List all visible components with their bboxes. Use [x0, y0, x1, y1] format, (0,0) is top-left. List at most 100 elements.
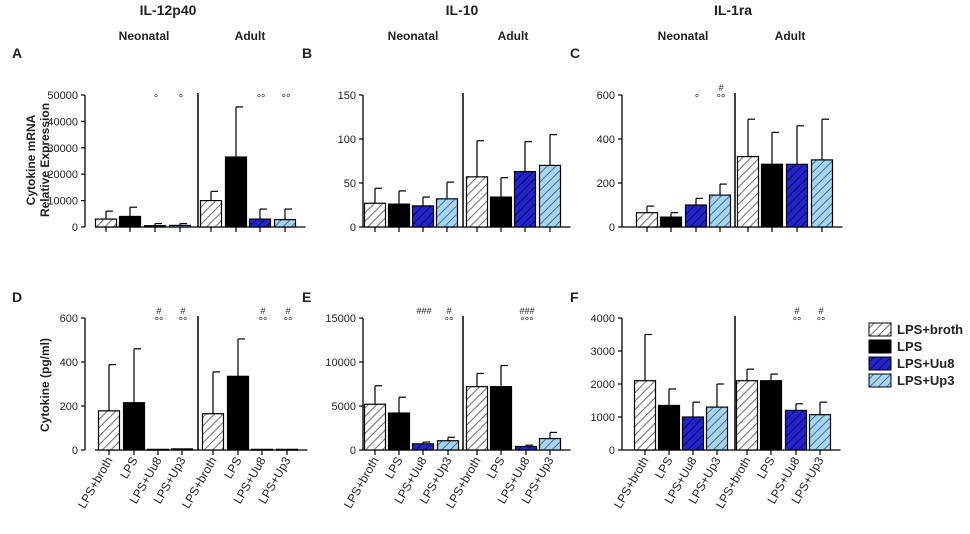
bar-c-uu8-2	[684, 204, 708, 228]
bar-b-uu8-2	[411, 205, 435, 228]
group-label-b-0: Neonatal	[388, 29, 439, 43]
column-title-il10: IL-10	[446, 2, 479, 18]
bar-f-lps-1	[657, 404, 681, 451]
x-tick-label-d-1: LPS	[117, 455, 140, 482]
y-tick-label-e-1: 5000	[332, 401, 356, 413]
annotation-hash-e-1: #	[446, 306, 451, 316]
annotation-circle-d-2: °°	[259, 316, 268, 328]
bar-b-lps-5	[489, 196, 513, 228]
y-tick-label-d-0: 0	[72, 445, 78, 457]
annotation-circle-e-2: °°°	[520, 316, 533, 328]
legend-label-up3: LPS+Up3	[897, 373, 954, 388]
y-tick-label-b-0: 0	[350, 222, 356, 234]
y-tick-label-f-4: 4000	[591, 313, 615, 325]
bar-e-lps-1	[387, 412, 411, 451]
x-tick-label-e-0: LPS+broth	[341, 455, 382, 511]
group-label-a-1: Adult	[235, 29, 266, 43]
x-tick-label-f-1: LPS	[652, 455, 675, 482]
panel-letter-e: E	[302, 289, 311, 305]
panel-letter-a: A	[12, 45, 22, 61]
annotation-circle-a-2: °°	[257, 93, 266, 105]
bar-e-broth-0	[363, 403, 387, 451]
y-tick-label-f-2: 2000	[591, 379, 615, 391]
bar-a-uu8-2	[143, 225, 167, 228]
bar-b-broth-0	[363, 202, 387, 228]
y-tick-label-c-2: 400	[597, 134, 615, 146]
bar-c-up3-3	[708, 194, 732, 228]
bar-a-up3-7	[273, 219, 297, 228]
bar-e-lps-5	[489, 386, 513, 451]
y-tick-label-b-3: 150	[338, 90, 356, 102]
x-tick-label-d-0: LPS+broth	[75, 455, 116, 511]
y-tick-label-a-5: 50000	[47, 90, 78, 102]
bar-c-lps-1	[659, 216, 683, 228]
annotation-circle-f-1: °°	[817, 316, 826, 328]
y-tick-label-c-3: 600	[597, 90, 615, 102]
annotation-circle-f-0: °°	[793, 316, 802, 328]
bar-f-up3-7	[808, 414, 832, 451]
legend-label-lps: LPS	[897, 339, 923, 354]
y-tick-label-d-1: 200	[60, 401, 78, 413]
group-label-b-1: Adult	[498, 29, 529, 43]
bar-a-uu8-6	[248, 218, 272, 228]
bar-d-broth-0	[97, 410, 121, 451]
annotation-circle-c-1: °°	[717, 93, 726, 105]
annotation-circle-a-3: °°	[282, 93, 291, 105]
y-tick-label-f-3: 3000	[591, 346, 615, 358]
annotation-circle-a-1: °	[179, 93, 183, 105]
annotation-hash-c-1: #	[718, 83, 723, 93]
legend-swatch-broth	[868, 322, 892, 337]
bar-e-up3-7	[538, 437, 562, 451]
x-tick-label-e-1: LPS	[382, 455, 405, 482]
x-tick-label-e-5: LPS	[484, 455, 507, 482]
legend-swatch-lps	[868, 339, 892, 354]
legend-swatch-up3	[868, 373, 892, 388]
y-tick-label-a-3: 30000	[47, 143, 78, 155]
annotation-circle-e-1: °°	[445, 316, 454, 328]
annotation-hash-d-0: #	[156, 306, 161, 316]
bar-c-broth-4	[736, 156, 760, 228]
group-label-a-0: Neonatal	[119, 29, 170, 43]
bar-d-broth-4	[201, 413, 225, 451]
bar-e-up3-3	[436, 440, 460, 451]
annotation-circle-a-0: °	[154, 93, 158, 105]
y-tick-label-e-3: 15000	[325, 313, 356, 325]
ylabel-mrna-line1: Cytokine mRNA	[24, 114, 38, 205]
annotation-circle-c-0: °	[695, 93, 699, 105]
bar-e-uu8-6	[514, 445, 538, 451]
column-title-il1ra: IL-1ra	[714, 2, 752, 18]
y-tick-label-e-2: 10000	[325, 357, 356, 369]
y-tick-label-d-2: 400	[60, 357, 78, 369]
bar-a-lps-5	[224, 156, 248, 228]
bar-b-up3-7	[538, 164, 562, 228]
annotation-hash-d-2: #	[260, 306, 265, 316]
column-title-il12p40: IL-12p40	[140, 2, 197, 18]
bar-d-up3-3	[170, 448, 194, 451]
annotation-circle-d-1: °°	[179, 316, 188, 328]
bar-f-broth-4	[735, 380, 759, 451]
y-tick-label-a-1: 10000	[47, 196, 78, 208]
x-tick-label-f-0: LPS+broth	[611, 455, 652, 511]
bar-b-up3-3	[435, 198, 459, 228]
annotation-hash-f-0: #	[794, 306, 799, 316]
y-tick-label-a-0: 0	[72, 222, 78, 234]
y-tick-label-a-4: 40000	[47, 116, 78, 128]
y-tick-label-e-0: 0	[350, 445, 356, 457]
bar-c-uu8-6	[785, 163, 809, 228]
y-tick-label-c-1: 200	[597, 178, 615, 190]
bar-f-uu8-6	[784, 409, 808, 451]
y-tick-label-b-2: 100	[338, 134, 356, 146]
ylabel-mrna-line2: Relative Expression	[38, 103, 52, 217]
bar-c-broth-0	[635, 212, 659, 228]
annotation-hash-e-0: ###	[416, 306, 431, 316]
bar-b-broth-4	[465, 176, 489, 228]
group-label-c-0: Neonatal	[658, 29, 709, 43]
bar-a-broth-4	[199, 200, 223, 228]
bar-f-up3-3	[705, 406, 729, 451]
annotation-hash-e-2: ###	[519, 306, 534, 316]
bar-b-lps-1	[387, 203, 411, 228]
bar-a-up3-3	[168, 224, 192, 228]
panel-letter-d: D	[12, 289, 22, 305]
bar-e-uu8-2	[411, 443, 435, 451]
